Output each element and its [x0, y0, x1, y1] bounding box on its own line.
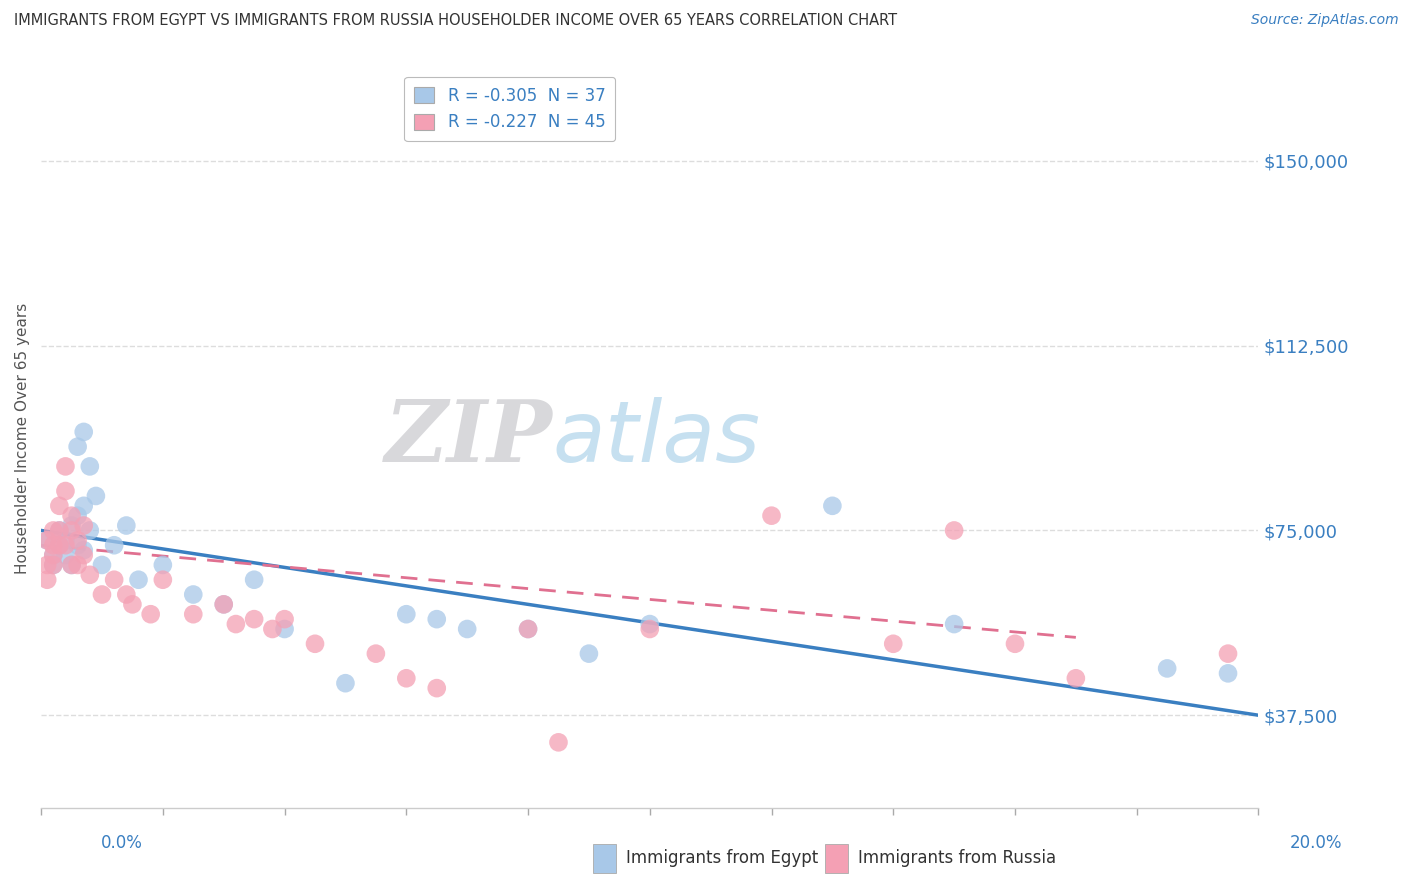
- Point: [115, 587, 138, 601]
- Text: Immigrants from Russia: Immigrants from Russia: [858, 849, 1056, 867]
- Point: [60, 524, 83, 538]
- Point: [943, 524, 966, 538]
- Point: [42, 548, 65, 562]
- Point: [882, 637, 904, 651]
- Point: [66, 533, 89, 548]
- Point: [181, 587, 204, 601]
- Point: [426, 681, 449, 695]
- Point: [212, 598, 235, 612]
- Point: [66, 508, 89, 523]
- Point: [37, 558, 59, 572]
- Point: [60, 518, 83, 533]
- Point: [37, 533, 59, 548]
- Point: [48, 538, 70, 552]
- Point: [1064, 671, 1087, 685]
- Point: [1216, 666, 1239, 681]
- Point: [79, 524, 101, 538]
- Point: [103, 538, 125, 552]
- Point: [60, 558, 83, 572]
- Point: [66, 440, 89, 454]
- Point: [547, 735, 569, 749]
- Point: [73, 425, 96, 439]
- Point: [79, 567, 101, 582]
- Point: [152, 573, 174, 587]
- Text: 20.0%: 20.0%: [1291, 834, 1343, 852]
- Point: [66, 538, 89, 552]
- Point: [273, 612, 295, 626]
- Point: [273, 622, 295, 636]
- Point: [73, 518, 96, 533]
- Point: [60, 508, 83, 523]
- Point: [55, 459, 77, 474]
- Point: [42, 558, 65, 572]
- Point: [91, 587, 114, 601]
- Point: [66, 558, 89, 572]
- Point: [42, 538, 65, 552]
- Point: [73, 499, 96, 513]
- Text: atlas: atlas: [553, 397, 761, 480]
- Point: [115, 518, 138, 533]
- Point: [103, 573, 125, 587]
- Point: [55, 538, 77, 552]
- Point: [60, 558, 83, 572]
- Point: [37, 533, 59, 548]
- Point: [638, 617, 661, 632]
- Point: [1004, 637, 1026, 651]
- Point: [128, 573, 150, 587]
- Point: [364, 647, 387, 661]
- Text: Source: ZipAtlas.com: Source: ZipAtlas.com: [1251, 13, 1399, 28]
- Point: [456, 622, 478, 636]
- Point: [212, 598, 235, 612]
- Point: [55, 533, 77, 548]
- Point: [42, 524, 65, 538]
- Point: [48, 524, 70, 538]
- Point: [73, 548, 96, 562]
- Point: [426, 612, 449, 626]
- Point: [48, 538, 70, 552]
- Point: [121, 598, 143, 612]
- Y-axis label: Householder Income Over 65 years: Householder Income Over 65 years: [15, 302, 30, 574]
- Point: [42, 548, 65, 562]
- Point: [517, 622, 540, 636]
- Point: [395, 607, 418, 622]
- Point: [48, 524, 70, 538]
- Point: [181, 607, 204, 622]
- Point: [578, 647, 600, 661]
- Point: [37, 573, 59, 587]
- Point: [1216, 647, 1239, 661]
- Point: [152, 558, 174, 572]
- Point: [243, 573, 266, 587]
- Point: [139, 607, 162, 622]
- Point: [335, 676, 357, 690]
- Point: [84, 489, 107, 503]
- Point: [1156, 661, 1178, 675]
- Point: [55, 483, 77, 498]
- Point: [943, 617, 966, 632]
- Text: Immigrants from Egypt: Immigrants from Egypt: [626, 849, 818, 867]
- Point: [517, 622, 540, 636]
- Point: [821, 499, 844, 513]
- Point: [304, 637, 326, 651]
- Point: [761, 508, 783, 523]
- Text: 0.0%: 0.0%: [101, 834, 143, 852]
- Text: IMMIGRANTS FROM EGYPT VS IMMIGRANTS FROM RUSSIA HOUSEHOLDER INCOME OVER 65 YEARS: IMMIGRANTS FROM EGYPT VS IMMIGRANTS FROM…: [14, 13, 897, 29]
- Point: [243, 612, 266, 626]
- Point: [79, 459, 101, 474]
- Point: [225, 617, 247, 632]
- Point: [55, 548, 77, 562]
- Point: [638, 622, 661, 636]
- Point: [91, 558, 114, 572]
- Point: [262, 622, 284, 636]
- Point: [73, 543, 96, 558]
- Point: [395, 671, 418, 685]
- Text: ZIP: ZIP: [384, 396, 553, 480]
- Point: [48, 499, 70, 513]
- Point: [42, 558, 65, 572]
- Legend: R = -0.305  N = 37, R = -0.227  N = 45: R = -0.305 N = 37, R = -0.227 N = 45: [405, 77, 616, 141]
